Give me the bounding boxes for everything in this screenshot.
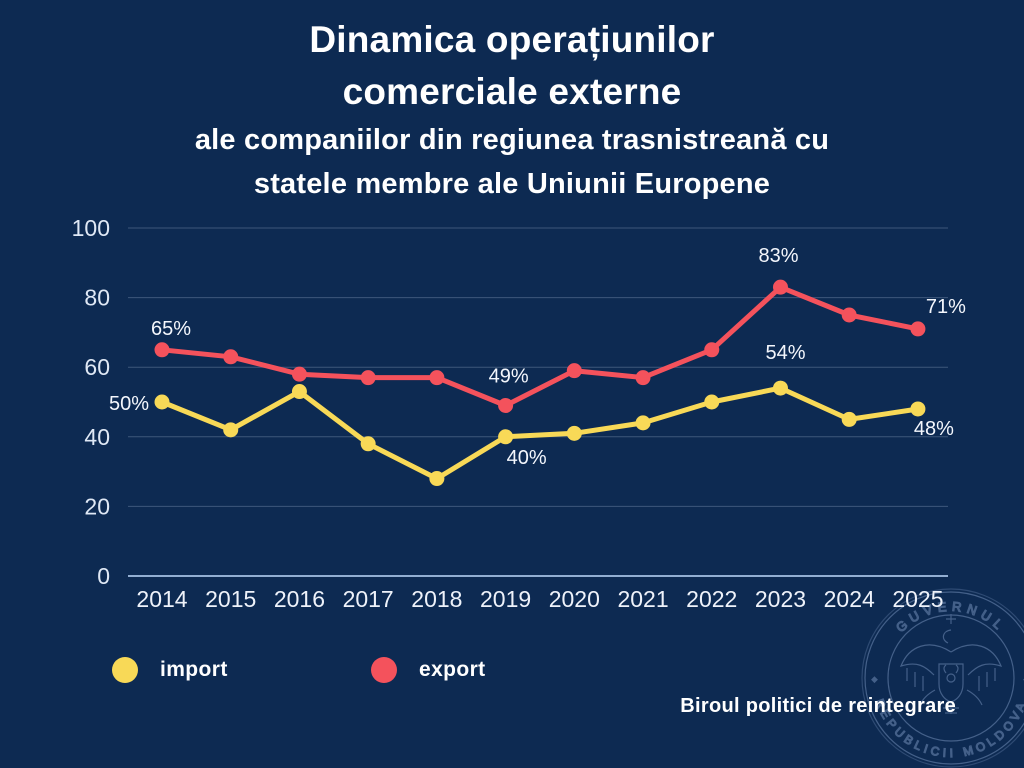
export-point-2023 (772, 279, 788, 295)
x-tick-label: 2024 (824, 586, 875, 612)
export-value-label-2014: 65% (151, 318, 191, 340)
import-line (159, 385, 921, 482)
import-point-2017 (360, 436, 376, 452)
export-value-label-2025: 71% (926, 296, 966, 318)
export-point-2018 (429, 370, 445, 386)
export-legend-dot-icon (371, 657, 397, 683)
import-value-label-2019: 40% (507, 447, 547, 469)
seal-outer-ring (864, 591, 1024, 765)
government-seal-watermark: GUVERNUL REPUBLICII MOLDOVA ◆ ◆ (861, 588, 1024, 768)
x-tick-label: 2014 (136, 586, 187, 612)
import-point-2025 (910, 401, 926, 417)
export-point-2014 (154, 342, 170, 358)
export-value-label-2023: 83% (758, 245, 798, 267)
y-tick-label: 40 (84, 424, 110, 450)
page-subtitle-line-2: statele membre ale Uniunii Europene (253, 168, 771, 200)
import-point-2019 (498, 429, 514, 445)
export-point-2025 (910, 321, 926, 337)
import-point-2014 (154, 394, 170, 410)
import-point-2022 (704, 394, 720, 410)
import-legend-dot-icon (112, 657, 138, 683)
import-value-label-2025: 48% (914, 418, 954, 440)
y-tick-label: 60 (84, 354, 110, 380)
y-tick-label: 100 (72, 215, 110, 241)
export-point-2024 (841, 307, 857, 323)
x-tick-label: 2019 (480, 586, 531, 612)
import-point-2021 (635, 415, 651, 431)
x-tick-label: 2023 (755, 586, 806, 612)
legend-item-import: import (112, 657, 228, 683)
import-point-2015 (223, 422, 239, 438)
x-tick-label: 2016 (274, 586, 325, 612)
x-tick-label: 2021 (617, 586, 668, 612)
y-tick-label: 80 (84, 285, 110, 311)
export-point-2020 (566, 363, 582, 379)
legend-label-import: import (160, 658, 228, 681)
seal-diamond-left: ◆ (871, 674, 878, 684)
x-tick-label: 2022 (686, 586, 737, 612)
page-subtitle-line-1: ale companiilor din regiunea trasnistrea… (194, 124, 830, 156)
legend-label-export: export (419, 658, 486, 681)
y-tick-label: 20 (84, 493, 110, 519)
export-point-2021 (635, 370, 651, 386)
import-value-label-2023: 54% (765, 342, 805, 364)
import-point-2024 (841, 411, 857, 427)
x-tick-label: 2015 (205, 586, 256, 612)
x-tick-label: 2020 (549, 586, 600, 612)
coat-of-arms-eagle-icon (899, 614, 1003, 714)
import-point-2018 (429, 471, 445, 487)
export-line (159, 284, 921, 408)
export-point-2019 (498, 397, 514, 413)
page-title-line-1: Dinamica operațiunilor (309, 19, 715, 60)
export-point-2017 (360, 370, 376, 386)
import-point-2023 (772, 380, 788, 396)
export-point-2015 (223, 349, 239, 365)
seal-inner-ring (887, 614, 1015, 742)
import-point-2016 (291, 384, 307, 400)
export-point-2022 (704, 342, 720, 358)
page-title-line-2: comerciale externe (342, 71, 682, 112)
legend-item-export: export (371, 657, 486, 683)
seal-outer-ring-2 (861, 588, 1024, 768)
x-tick-label: 2017 (343, 586, 394, 612)
footer-credit: Biroul politici de reintegrare (680, 695, 956, 717)
y-tick-label: 0 (97, 563, 110, 589)
import-point-2020 (566, 425, 582, 441)
export-value-label-2019: 49% (489, 365, 529, 387)
import-value-label-2014: 50% (109, 393, 149, 415)
export-point-2016 (291, 366, 307, 382)
title-block: Dinamica operațiunilor comerciale extern… (0, 14, 1024, 206)
x-tick-label: 2018 (411, 586, 462, 612)
x-tick-label: 2025 (892, 586, 943, 612)
